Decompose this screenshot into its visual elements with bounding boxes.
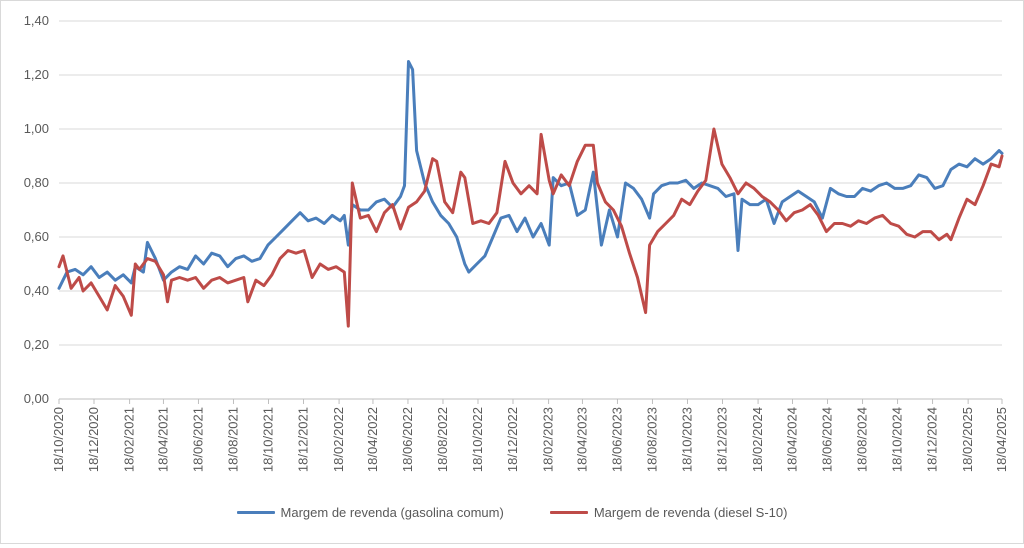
x-tick-label: 18/06/2024 — [820, 407, 835, 472]
x-tick-label: 18/04/2023 — [574, 407, 589, 472]
legend-item-gasolina: Margem de revenda (gasolina comum) — [236, 505, 504, 520]
x-tick-label: 18/04/2021 — [155, 407, 170, 472]
x-tick-label: 18/12/2021 — [296, 407, 311, 472]
series-lines — [57, 60, 1004, 328]
x-tick-label: 18/10/2024 — [890, 407, 905, 472]
series-line-gasolina — [57, 60, 1004, 290]
x-tick-label: 18/02/2021 — [122, 407, 137, 472]
legend: Margem de revenda (gasolina comum) Marge… — [0, 505, 1024, 520]
legend-label-diesel: Margem de revenda (diesel S-10) — [593, 505, 788, 520]
x-tick-label: 18/12/2020 — [86, 407, 101, 472]
x-tick-label: 18/10/2023 — [679, 407, 694, 472]
y-tick-label: 0,20 — [24, 337, 49, 352]
legend-swatch-gasolina — [236, 511, 275, 514]
x-tick-label: 18/06/2021 — [190, 407, 205, 472]
x-tick-label: 18/04/2022 — [365, 407, 380, 472]
x-tick-label: 18/12/2022 — [505, 407, 520, 472]
legend-item-diesel: Margem de revenda (diesel S-10) — [549, 505, 788, 520]
x-tick-label: 18/12/2023 — [714, 407, 729, 472]
x-tick-label: 18/02/2023 — [541, 407, 556, 472]
x-tick-label: 18/10/2022 — [470, 407, 485, 472]
x-tick-label: 18/12/2024 — [925, 407, 940, 472]
x-axis-ticks: 18/10/2020 18/12/2020 18/02/2021 18/04/2021… — [51, 399, 1009, 472]
gridlines — [59, 20, 1002, 400]
legend-swatch-diesel — [549, 511, 588, 514]
x-tick-label: 18/08/2024 — [855, 407, 870, 472]
y-tick-label: 0,40 — [24, 283, 49, 298]
y-tick-label: 0,60 — [24, 229, 49, 244]
x-tick-label: 18/10/2020 — [51, 407, 66, 472]
x-tick-label: 18/06/2023 — [609, 407, 624, 472]
y-axis-ticks: 0,00 0,20 0,40 0,60 0,80 1,00 1,20 1,40 — [24, 13, 49, 406]
x-tick-label: 18/08/2022 — [435, 407, 450, 472]
y-tick-label: 0,00 — [24, 391, 49, 406]
legend-label-gasolina: Margem de revenda (gasolina comum) — [280, 505, 504, 520]
x-tick-label: 18/02/2024 — [750, 407, 765, 472]
y-tick-label: 1,40 — [24, 13, 49, 28]
y-tick-label: 1,00 — [24, 121, 49, 136]
series-line-diesel — [57, 127, 1004, 328]
x-tick-label: 18/02/2025 — [960, 407, 975, 472]
x-tick-label: 18/10/2021 — [260, 407, 275, 472]
y-tick-label: 1,20 — [24, 67, 49, 82]
x-tick-label: 18/04/2025 — [994, 407, 1009, 472]
x-tick-label: 18/04/2024 — [785, 407, 800, 472]
x-tick-label: 18/08/2023 — [644, 407, 659, 472]
x-tick-label: 18/02/2022 — [331, 407, 346, 472]
y-tick-label: 0,80 — [24, 175, 49, 190]
x-tick-label: 18/06/2022 — [400, 407, 415, 472]
x-tick-label: 18/08/2021 — [225, 407, 240, 472]
